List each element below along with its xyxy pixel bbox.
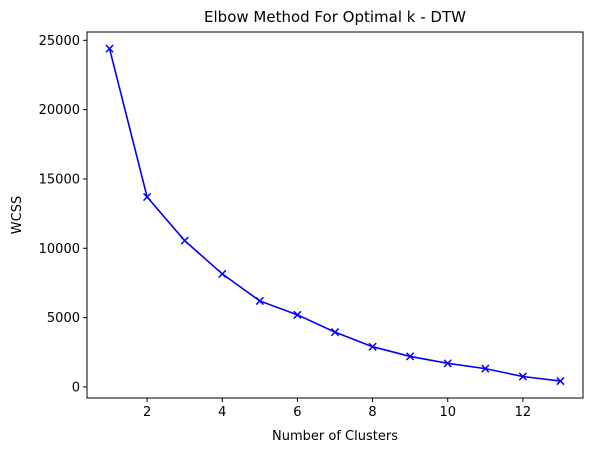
y-tick-label: 25000 (39, 34, 80, 49)
y-tick-label: 0 (72, 380, 80, 395)
y-axis-label: WCSS (10, 196, 25, 234)
x-axis: 2 4 6 8 10 12 (143, 398, 531, 420)
x-tick-label: 2 (143, 405, 151, 420)
y-tick-label: 10000 (39, 242, 80, 257)
y-tick-label: 20000 (39, 103, 80, 118)
x-axis-label: Number of Clusters (272, 429, 398, 444)
chart-title: Elbow Method For Optimal k - DTW (204, 8, 466, 26)
y-tick-label: 5000 (47, 311, 80, 326)
x-tick-label: 8 (368, 405, 376, 420)
x-tick-label: 12 (515, 405, 532, 420)
y-axis: 0 5000 10000 15000 20000 25000 (39, 34, 87, 396)
y-tick-label: 15000 (39, 172, 80, 187)
x-tick-label: 4 (218, 405, 226, 420)
x-tick-label: 10 (439, 405, 456, 420)
plot-area (87, 32, 583, 398)
x-tick-label: 6 (293, 405, 301, 420)
